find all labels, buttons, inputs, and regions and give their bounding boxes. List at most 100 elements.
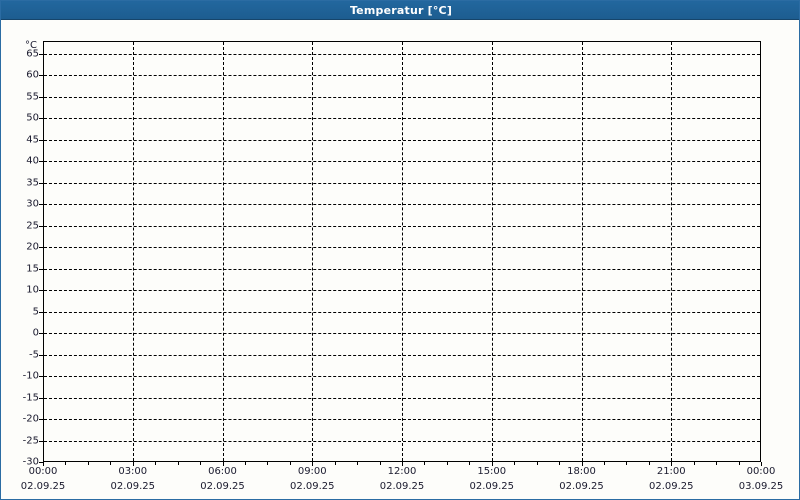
y-axis-tick-mark — [39, 247, 43, 249]
x-axis-tick-time: 00:00 — [746, 466, 776, 477]
x-axis-minor-tick-mark — [716, 462, 718, 465]
x-axis-minor-tick-mark — [424, 462, 426, 465]
x-axis-tick-label: 18:00 02.09.25 — [537, 464, 627, 494]
x-axis-tick-date: 03.09.25 — [738, 481, 784, 492]
x-axis-tick-time: 12:00 — [387, 466, 417, 477]
page-title: Temperatur [°C] — [349, 4, 453, 17]
x-axis-tick-label: 09:00 02.09.25 — [267, 464, 357, 494]
gridline-vertical — [312, 42, 314, 461]
x-axis-minor-tick-mark — [559, 462, 561, 465]
x-axis-tick-date: 02.09.25 — [20, 481, 66, 492]
x-axis-tick-label: 06:00 02.09.25 — [178, 464, 268, 494]
x-axis-tick-label: 03:00 02.09.25 — [88, 464, 178, 494]
x-axis-tick-mark — [671, 462, 673, 466]
x-axis-minor-tick-mark — [738, 462, 740, 465]
y-axis-tick-mark — [39, 462, 43, 463]
x-axis-tick-mark — [312, 462, 314, 466]
x-axis: 00:00 02.09.25 03:00 02.09.25 06:00 02.09.25 0… — [1, 464, 799, 499]
x-axis-tick-label: 12:00 02.09.25 — [357, 464, 447, 494]
x-axis-tick-mark — [491, 462, 493, 466]
x-axis-tick-time: 09:00 — [297, 466, 327, 477]
y-axis-tick-mark — [39, 290, 43, 292]
y-axis-tick-mark — [39, 182, 43, 184]
y-axis-tick-mark — [39, 204, 43, 206]
y-axis-tick-label: 50 — [26, 112, 39, 124]
y-axis-tick-mark — [39, 419, 43, 421]
x-axis-minor-tick-mark — [244, 462, 246, 465]
y-axis-tick-label: 20 — [26, 241, 39, 253]
gridline-vertical — [671, 42, 673, 461]
x-axis-tick-label: 15:00 02.09.25 — [447, 464, 537, 494]
y-axis-tick-label: -25 — [22, 435, 39, 447]
x-axis-minor-tick-mark — [603, 462, 605, 465]
y-axis-tick-mark — [39, 118, 43, 120]
y-axis-tick-mark — [39, 397, 43, 399]
y-axis-tick-label: -20 — [22, 413, 39, 425]
x-axis-tick-mark — [222, 462, 224, 466]
x-axis-tick-label: 21:00 02.09.25 — [626, 464, 716, 494]
x-axis-minor-tick-mark — [65, 462, 67, 465]
x-axis-tick-mark — [43, 462, 44, 466]
y-axis: 65 60 55 50 45 40 35 30 25 20 15 10 5 0 -5 -10 -15 -20 -25… — [1, 1, 43, 499]
x-axis-tick-date: 02.09.25 — [379, 481, 425, 492]
x-axis-tick-date: 02.09.25 — [469, 481, 515, 492]
plot-area — [43, 41, 761, 462]
x-axis-tick-mark — [761, 462, 762, 466]
x-axis-minor-tick-mark — [469, 462, 471, 465]
x-axis-tick-date: 02.09.25 — [559, 481, 604, 492]
x-axis-tick-date: 02.09.25 — [648, 481, 694, 492]
x-axis-tick-time: 06:00 — [208, 466, 237, 477]
x-axis-minor-tick-mark — [379, 462, 381, 465]
y-axis-tick-label: 25 — [26, 220, 39, 232]
x-axis-tick-date: 02.09.25 — [110, 481, 156, 492]
y-axis-tick-mark — [39, 311, 43, 313]
y-axis-tick-label: 60 — [26, 69, 39, 81]
y-axis-tick-mark — [39, 333, 43, 335]
x-axis-minor-tick-mark — [536, 462, 538, 465]
x-axis-tick-date: 02.09.25 — [200, 481, 245, 492]
gridline-vertical — [132, 42, 134, 461]
gridline-vertical — [222, 42, 224, 461]
x-axis-tick-date: 02.09.25 — [289, 481, 335, 492]
y-axis-tick-mark — [39, 161, 43, 163]
y-axis-tick-label: -15 — [22, 392, 39, 404]
x-axis-tick-time: 18:00 — [567, 466, 596, 477]
y-axis-tick-label: 10 — [26, 284, 39, 296]
x-axis-tick-time: 00:00 — [28, 466, 58, 477]
x-axis-minor-tick-mark — [693, 462, 695, 465]
x-axis-tick-mark — [581, 462, 583, 466]
x-axis-minor-tick-mark — [200, 462, 202, 465]
y-axis-tick-label: 65 — [26, 48, 39, 60]
x-axis-tick-time: 03:00 — [118, 466, 148, 477]
x-axis-tick-mark — [132, 462, 134, 466]
y-axis-tick-label: 5 — [32, 306, 39, 318]
x-axis-minor-tick-mark — [267, 462, 269, 465]
x-axis-minor-tick-mark — [110, 462, 112, 465]
x-axis-minor-tick-mark — [155, 462, 157, 465]
x-axis-tick-time: 15:00 — [477, 466, 507, 477]
y-axis-tick-label: 45 — [26, 134, 39, 146]
y-axis-tick-label: 15 — [26, 263, 39, 275]
gridline-vertical — [402, 42, 403, 461]
x-axis-minor-tick-mark — [514, 462, 516, 465]
x-axis-minor-tick-mark — [648, 462, 650, 465]
y-axis-tick-label: -10 — [22, 370, 39, 382]
x-axis-tick-mark — [402, 462, 403, 466]
y-axis-tick-mark — [39, 53, 43, 55]
title-bar: Temperatur [°C] — [1, 1, 799, 20]
x-axis-minor-tick-mark — [289, 462, 291, 465]
y-axis-tick-label: 35 — [26, 177, 39, 189]
y-axis-tick-mark — [39, 225, 43, 227]
y-axis-tick-label: -30 — [22, 456, 39, 468]
x-axis-minor-tick-mark — [626, 462, 628, 465]
x-axis-tick-label: 00:00 02.09.25 — [1, 464, 88, 494]
y-axis-tick-mark — [39, 440, 43, 442]
x-axis-minor-tick-mark — [446, 462, 448, 465]
y-axis-tick-mark — [39, 139, 43, 141]
y-axis-tick-mark — [39, 75, 43, 77]
y-axis-tick-label: 30 — [26, 198, 39, 210]
y-axis-tick-label: -5 — [29, 349, 39, 361]
y-axis-tick-mark — [39, 354, 43, 356]
gridline-vertical — [581, 42, 583, 461]
